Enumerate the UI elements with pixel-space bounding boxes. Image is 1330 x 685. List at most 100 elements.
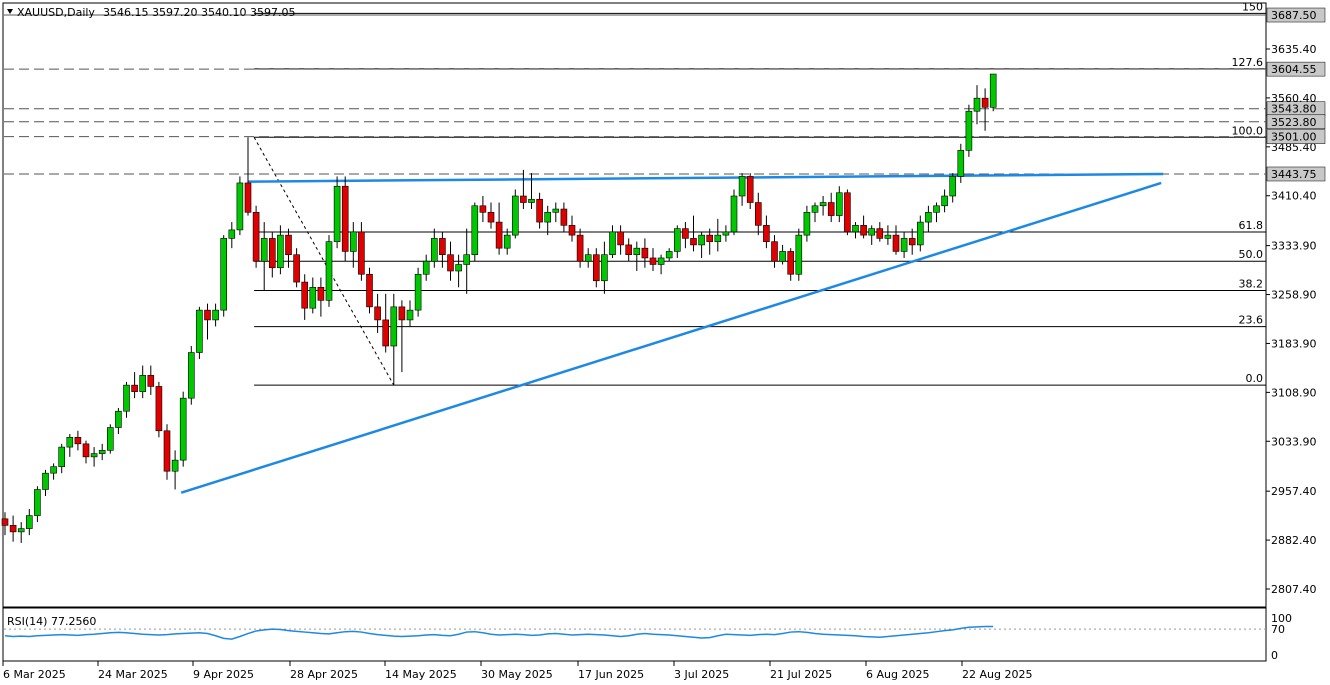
- candle-body: [301, 281, 309, 309]
- candle-body: [536, 198, 543, 223]
- candle: [42, 469, 49, 496]
- candle: [900, 231, 908, 258]
- candle: [811, 202, 819, 223]
- candle: [196, 306, 203, 360]
- candle: [989, 73, 997, 112]
- candle-body: [82, 443, 90, 458]
- chart-symbol-title: XAUUSD,Daily: [17, 6, 95, 19]
- candle: [406, 300, 414, 327]
- candle-body: [25, 515, 33, 529]
- candle: [779, 244, 786, 265]
- rsi-pane-border: [2, 607, 1267, 662]
- candle: [252, 205, 260, 268]
- candle-body: [293, 254, 300, 283]
- time-tick-label: 17 Jun 2025: [578, 668, 644, 681]
- collapse-triangle-icon[interactable]: [7, 9, 13, 14]
- candle-body: [892, 234, 900, 252]
- candle-body: [17, 528, 25, 533]
- candle: [244, 137, 252, 216]
- candle-body: [252, 212, 260, 262]
- candle-body: [560, 208, 568, 226]
- candle-body: [463, 254, 471, 265]
- candle-body: [576, 234, 584, 262]
- fib-level-label: 127.6: [1232, 56, 1264, 69]
- candle-body: [479, 205, 487, 213]
- time-axis: 6 Mar 2025 24 Mar 2025 9 Apr 2025 28 Apr 20…: [2, 661, 1032, 681]
- candle-body: [495, 221, 503, 249]
- candle-body: [981, 97, 989, 108]
- price-badge: 3443.75: [1266, 166, 1326, 182]
- candle: [204, 303, 211, 340]
- candle: [1, 512, 9, 536]
- candle: [908, 228, 916, 255]
- candle-body: [390, 306, 398, 347]
- candle-body: [50, 466, 57, 474]
- candle: [933, 202, 940, 223]
- price-badge: 3604.55: [1266, 61, 1326, 77]
- candle: [171, 450, 179, 490]
- candle-body: [787, 251, 795, 275]
- candlesticks: [1, 73, 997, 543]
- candle-body: [925, 212, 932, 223]
- candle-body: [260, 238, 268, 262]
- candle: [430, 228, 438, 268]
- candle: [633, 241, 641, 271]
- candle-body: [503, 234, 511, 249]
- candle: [90, 447, 98, 467]
- candle-body: [649, 257, 657, 265]
- candle-body: [447, 254, 454, 272]
- rsi-level-label: 0: [1271, 649, 1278, 662]
- candle: [568, 215, 576, 242]
- candle-body: [625, 244, 633, 255]
- candle-body: [179, 397, 187, 461]
- candle: [690, 215, 697, 252]
- candle: [601, 241, 608, 294]
- fib-level-label: 0.0: [1246, 372, 1264, 385]
- candle: [592, 248, 600, 288]
- fib-level-label: 61.8: [1239, 219, 1264, 232]
- candle-body: [34, 489, 41, 516]
- candle-body: [989, 73, 997, 108]
- price-badge-box: [1266, 114, 1326, 130]
- candle-body: [471, 205, 479, 255]
- price-badge: 3501.00: [1266, 129, 1326, 144]
- candle: [349, 222, 357, 268]
- price-badge-box: [1266, 7, 1326, 23]
- candle-body: [552, 208, 560, 213]
- candle: [641, 238, 649, 268]
- candle: [657, 254, 665, 275]
- candle-body: [309, 287, 317, 309]
- candle: [868, 225, 876, 245]
- candle: [576, 228, 584, 268]
- candle: [763, 215, 770, 249]
- candle: [66, 434, 74, 457]
- candle: [949, 173, 957, 203]
- candle-body: [204, 309, 211, 321]
- support-trendline[interactable]: [180, 181, 1162, 494]
- candle-body: [220, 238, 227, 311]
- candle: [131, 372, 138, 399]
- candle: [277, 225, 284, 275]
- candle: [260, 222, 268, 291]
- resistance-trendline[interactable]: [248, 172, 1164, 183]
- candle-body: [795, 234, 803, 275]
- candle-body: [90, 453, 98, 458]
- candle-body: [98, 450, 106, 454]
- price-tick-label: 3108.90: [1271, 386, 1317, 399]
- fib-level-label: 150: [1242, 0, 1263, 13]
- candle-body: [487, 212, 495, 223]
- rsi-line: [4, 625, 994, 640]
- candle-body: [592, 254, 600, 282]
- time-tick-label: 9 Apr 2025: [193, 668, 254, 681]
- candle: [390, 293, 398, 386]
- candle-body: [617, 231, 624, 246]
- candle-body: [584, 254, 592, 262]
- candle-body: [544, 212, 552, 223]
- candle-body: [665, 251, 673, 259]
- candle: [212, 303, 219, 327]
- time-tick-label: 28 Apr 2025: [290, 668, 358, 681]
- candle-body: [771, 241, 778, 262]
- candle: [341, 176, 349, 262]
